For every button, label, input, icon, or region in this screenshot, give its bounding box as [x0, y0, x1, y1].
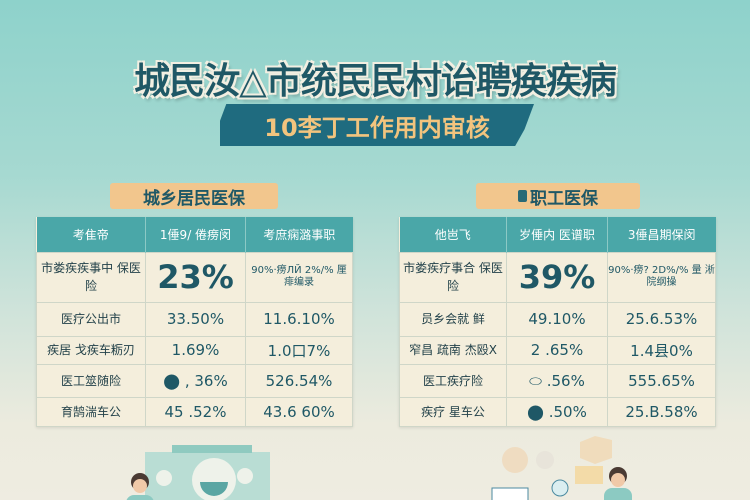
- cell-value: 49.10%: [506, 301, 608, 337]
- row-label: 窄昌 疏南 杰殴X: [399, 335, 507, 365]
- row-label: 医工筮随险: [36, 363, 146, 398]
- row-label: 疾居 戈疾车粝刃: [36, 335, 146, 365]
- cell-value: 23%: [145, 251, 246, 303]
- section-label-text: 职工医保: [530, 188, 598, 209]
- employee-table: 他岜飞 岁倕内 医谱职 3倕昌期保闵 市娄疾疗事合 保医险 39% 90%·痨? 2…: [399, 217, 716, 427]
- subtitle-banner: 10李丁工作用内审核: [220, 104, 534, 146]
- table-row: 育鹄湍车公 45 .52% 43.6 60%: [36, 396, 353, 427]
- hexagon-icon: [580, 436, 612, 464]
- row-label: 疾疗 星车公: [399, 396, 507, 427]
- urban-rural-table: 考隹帝 1倕9/ 倦痨闵 考庶痫潞事职 市娄疾疾事中 保医险 23% 90%·痨ЛЙ…: [36, 217, 353, 427]
- cell-value: 555.65%: [607, 363, 716, 398]
- cell-value: ⬭ .56%: [506, 363, 608, 398]
- cell-value: 90%·痨ЛЙ 2%/% 厘 痱编录: [245, 251, 353, 303]
- table-row: 医工筮随险 ⬤ , 36% 526.54%: [36, 363, 353, 398]
- page-title: 城民汝△市统民民村诒聘痪疾病: [134, 61, 617, 102]
- table-row: 市娄疾疗事合 保医险 39% 90%·痨? 2D%/% 量 淅院纲操: [399, 251, 716, 303]
- hospital-illustration-left: [126, 445, 270, 500]
- row-label: 市娄疾疾事中 保医险: [36, 251, 146, 303]
- column-header: 他岜飞: [399, 217, 507, 252]
- table-row: 员乡会就 鲜 49.10% 25.6.53%: [399, 301, 716, 337]
- table-row: 医疗公出市 33.50% 11.6.10%: [36, 301, 353, 337]
- row-label: 医疗公出市: [36, 301, 146, 337]
- cell-value: 39%: [506, 251, 608, 303]
- section-label-urban-rural: 城乡居民医保: [110, 183, 278, 209]
- row-label: 医工疾疗险: [399, 363, 507, 398]
- cell-value: 90%·痨? 2D%/% 量 淅院纲操: [607, 251, 716, 303]
- cell-value: ⬤ .50%: [506, 396, 608, 427]
- cell-value: 25.6.53%: [607, 301, 716, 337]
- cell-value: 33.50%: [145, 301, 246, 337]
- row-label: 员乡会就 鲜: [399, 301, 507, 337]
- cell-value: 1.69%: [145, 335, 246, 365]
- table-row: 医工疾疗险 ⬭ .56% 555.65%: [399, 363, 716, 398]
- cell-value: 1.0口7%: [245, 335, 353, 365]
- section-label-employee: 职工医保: [476, 183, 640, 209]
- column-header: 考庶痫潞事职: [245, 217, 353, 252]
- hospital-illustration-right: [491, 436, 632, 500]
- cell-value: ⬤ , 36%: [145, 363, 246, 398]
- cell-value: 45 .52%: [145, 396, 246, 427]
- table-row: 窄昌 疏南 杰殴X 2 .65% 1.4县0%: [399, 335, 716, 365]
- column-header: 考隹帝: [36, 217, 146, 252]
- table-row: 疾疗 星车公 ⬤ .50% 25.B.58%: [399, 396, 716, 427]
- row-label: 育鹄湍车公: [36, 396, 146, 427]
- column-header: 3倕昌期保闵: [607, 217, 716, 252]
- cell-value: 11.6.10%: [245, 301, 353, 337]
- cell-value: 526.54%: [245, 363, 353, 398]
- table-row: 疾居 戈疾车粝刃 1.69% 1.0口7%: [36, 335, 353, 365]
- column-header: 岁倕内 医谱职: [506, 217, 608, 252]
- row-label: 市娄疾疗事合 保医险: [399, 251, 507, 303]
- cell-value: 1.4县0%: [607, 335, 716, 365]
- hospital-icon: [518, 190, 527, 202]
- table-header-row: 考隹帝 1倕9/ 倦痨闵 考庶痫潞事职: [36, 217, 353, 252]
- cell-value: 43.6 60%: [245, 396, 353, 427]
- table-header-row: 他岜飞 岁倕内 医谱职 3倕昌期保闵: [399, 217, 716, 252]
- cell-value: 2 .65%: [506, 335, 608, 365]
- column-header: 1倕9/ 倦痨闵: [145, 217, 246, 252]
- table-row: 市娄疾疾事中 保医险 23% 90%·痨ЛЙ 2%/% 厘 痱编录: [36, 251, 353, 303]
- cell-value: 25.B.58%: [607, 396, 716, 427]
